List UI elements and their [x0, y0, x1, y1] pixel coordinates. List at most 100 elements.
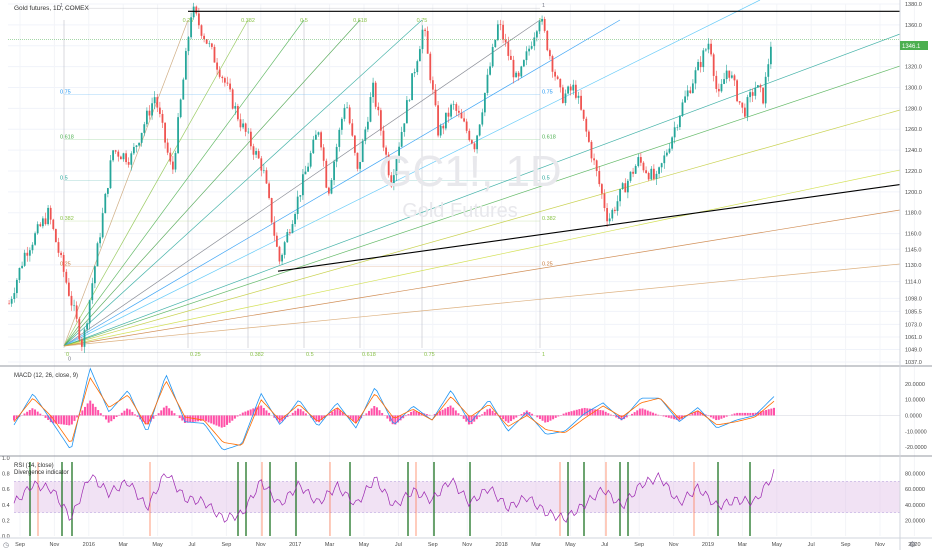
candle-body[interactable] [383, 131, 385, 148]
candle-body[interactable] [648, 173, 650, 179]
candle-body[interactable] [726, 71, 728, 79]
candle-body[interactable] [216, 63, 218, 70]
candle-body[interactable] [123, 153, 125, 159]
candle-body[interactable] [767, 64, 769, 77]
candle-body[interactable] [229, 84, 231, 90]
candle-body[interactable] [34, 233, 36, 245]
candle-body[interactable] [419, 49, 421, 61]
candle-body[interactable] [437, 105, 439, 135]
candle-body[interactable] [455, 104, 457, 111]
candle-body[interactable] [572, 85, 574, 91]
candle-body[interactable] [687, 90, 689, 96]
candle-body[interactable] [250, 132, 252, 147]
candle-body[interactable] [557, 77, 559, 79]
candle-body[interactable] [409, 100, 411, 101]
candle-body[interactable] [58, 242, 60, 253]
candle-body[interactable] [468, 131, 470, 140]
candle-body[interactable] [91, 283, 93, 300]
candle-body[interactable] [336, 147, 338, 162]
candle-body[interactable] [463, 118, 465, 121]
candle-body[interactable] [578, 96, 580, 98]
candle-body[interactable] [84, 329, 86, 346]
candle-body[interactable] [242, 123, 244, 127]
candle-body[interactable] [401, 132, 403, 147]
candle-body[interactable] [552, 56, 554, 72]
candle-body[interactable] [697, 62, 699, 70]
candle-body[interactable] [292, 224, 294, 233]
candle-body[interactable] [520, 66, 522, 76]
candle-body[interactable] [731, 75, 733, 77]
candle-body[interactable] [692, 83, 694, 93]
candle-body[interactable] [632, 172, 634, 174]
candle-body[interactable] [211, 43, 213, 46]
candle-body[interactable] [182, 80, 184, 100]
candle-body[interactable] [567, 87, 569, 94]
candle-body[interactable] [622, 183, 624, 189]
candle-body[interactable] [689, 90, 691, 93]
candle-body[interactable] [341, 119, 343, 130]
candle-body[interactable] [281, 255, 283, 262]
candle-body[interactable] [297, 197, 299, 214]
symbol-title[interactable]: Gold futures, 1D, COMEX [14, 5, 89, 12]
candle-body[interactable] [562, 87, 564, 103]
candle-body[interactable] [29, 250, 31, 255]
candle-body[interactable] [585, 119, 587, 132]
candle-body[interactable] [133, 147, 135, 153]
candle-body[interactable] [185, 51, 187, 79]
candle-body[interactable] [156, 97, 158, 107]
candle-body[interactable] [377, 107, 379, 110]
candle-body[interactable] [721, 84, 723, 91]
candle-body[interactable] [403, 123, 405, 132]
candle-body[interactable] [752, 92, 754, 96]
candle-body[interactable] [312, 140, 314, 153]
candle-body[interactable] [760, 85, 762, 87]
candle-body[interactable] [588, 132, 590, 142]
candle-body[interactable] [609, 218, 611, 221]
candle-body[interactable] [682, 102, 684, 115]
candle-body[interactable] [637, 157, 639, 166]
candle-body[interactable] [583, 110, 585, 119]
candle-body[interactable] [416, 61, 418, 72]
candle-body[interactable] [86, 323, 88, 329]
candle-body[interactable] [671, 137, 673, 148]
candle-body[interactable] [172, 162, 174, 170]
candle-body[interactable] [765, 77, 767, 104]
candle-body[interactable] [115, 150, 117, 151]
candle-body[interactable] [331, 180, 333, 194]
candle-body[interactable] [263, 170, 265, 171]
candle-body[interactable] [466, 122, 468, 131]
candle-body[interactable] [575, 85, 577, 98]
candle-body[interactable] [8, 304, 10, 305]
candle-body[interactable] [734, 75, 736, 80]
candle-body[interactable] [429, 54, 431, 80]
rsi-subtitle[interactable]: Divergence indicator [14, 470, 69, 476]
candle-body[interactable] [234, 106, 236, 109]
candle-body[interactable] [323, 147, 325, 160]
candle-body[interactable] [32, 245, 34, 250]
candle-body[interactable] [747, 97, 749, 117]
candle-body[interactable] [125, 153, 127, 162]
candle-body[interactable] [653, 169, 655, 179]
candle-body[interactable] [325, 161, 327, 188]
candle-body[interactable] [481, 112, 483, 124]
candle-body[interactable] [37, 224, 39, 233]
candle-body[interactable] [167, 143, 169, 153]
candle-body[interactable] [271, 198, 273, 222]
candle-body[interactable] [424, 30, 426, 31]
candle-body[interactable] [427, 31, 429, 54]
candle-body[interactable] [565, 94, 567, 103]
candle-body[interactable] [372, 83, 374, 97]
candle-body[interactable] [500, 24, 502, 25]
candle-body[interactable] [559, 79, 561, 87]
candle-body[interactable] [630, 172, 632, 181]
candle-body[interactable] [705, 49, 707, 50]
candle-body[interactable] [219, 70, 221, 77]
candle-body[interactable] [117, 152, 119, 157]
candle-body[interactable] [359, 162, 361, 169]
candle-body[interactable] [237, 106, 239, 119]
settings-toggle-icon[interactable]: ◷ [3, 542, 9, 549]
candle-body[interactable] [741, 103, 743, 108]
candle-body[interactable] [497, 24, 499, 40]
candle-body[interactable] [154, 97, 156, 103]
candle-body[interactable] [598, 171, 600, 184]
